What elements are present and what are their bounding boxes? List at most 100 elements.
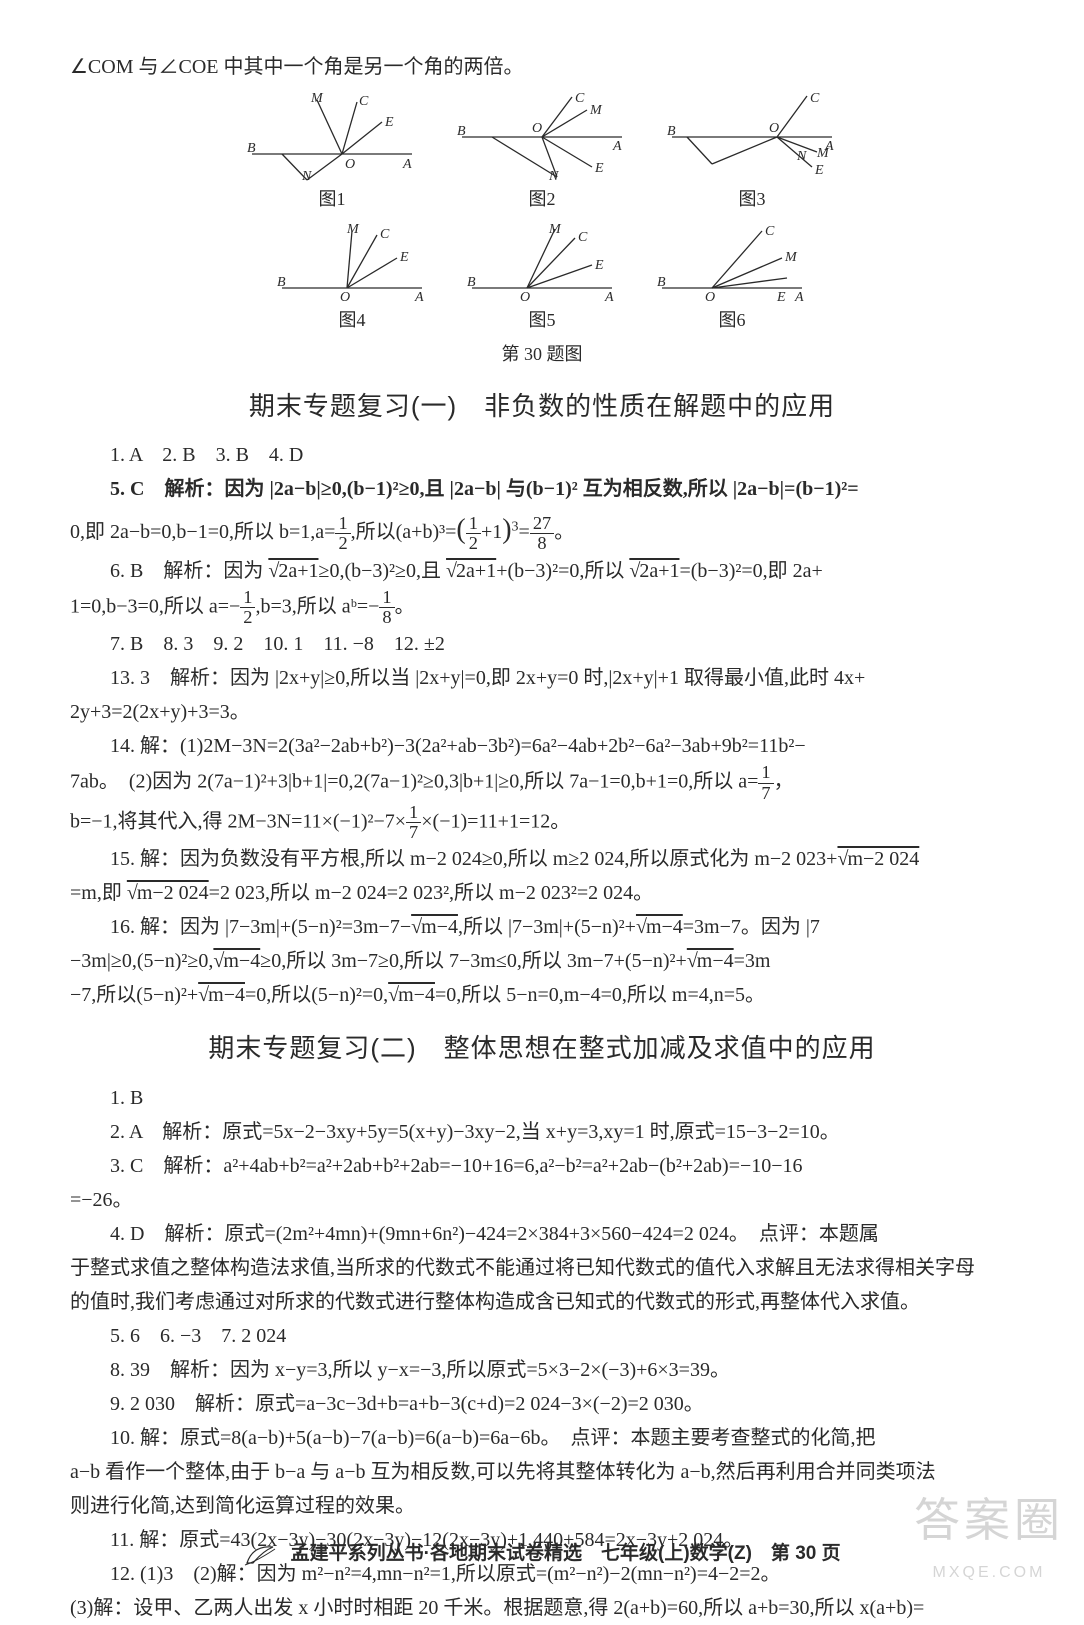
figure-6: CM BO EA 图6 <box>657 223 807 336</box>
s2-q12-b: (3)解：设甲、乙两人出发 x 小时时相距 20 千米。根据题意,得 2(a+b… <box>70 1591 1014 1625</box>
sqrt: m−4 <box>411 916 458 938</box>
svg-text:A: A <box>794 290 804 303</box>
figure-1: MC EB OA N 图1 <box>247 92 417 215</box>
s1-q13-b: 2y+3=2(2x+y)+3=3。 <box>70 695 1014 729</box>
s2-q10-b: a−b 看作一个整体,由于 b−a 与 a−b 互为相反数,可以先将其整体转化为… <box>70 1455 1014 1489</box>
txt: ×(−1)=11+1=12。 <box>421 810 570 832</box>
svg-text:B: B <box>467 275 476 290</box>
txt: =3m <box>734 950 771 972</box>
svg-text:M: M <box>548 223 562 237</box>
frac: 17 <box>758 763 773 803</box>
svg-text:C: C <box>765 224 775 239</box>
svg-text:E: E <box>594 161 604 176</box>
fig1-label: 图1 <box>247 184 417 215</box>
txt: b=−1,将其代入,得 2M−3N=11×(−1)²−7× <box>70 810 406 832</box>
txt: 7ab。 (2)因为 2(7a−1)²+3|b+1|=0,2(7a−1)²≥0,… <box>70 771 758 793</box>
svg-text:M: M <box>589 103 603 118</box>
txt: −7,所以(5−n)²+ <box>70 984 198 1006</box>
s2-q4-b: 于整式求值之整体构造法求值,当所求的代数式不能通过将已知代数式的值代入求解且无法… <box>70 1251 1014 1285</box>
svg-text:C: C <box>359 94 369 109</box>
s2-q5-7: 5. 6 6. −3 7. 2 024 <box>70 1319 1014 1353</box>
txt: ,所以(a+b)³= <box>351 521 457 543</box>
s1-q14-2: b=−1,将其代入,得 2M−3N=11×(−1)²−7×17×(−1)=11+… <box>70 803 1014 843</box>
svg-text:M: M <box>784 250 798 265</box>
svg-text:N: N <box>548 169 559 182</box>
txt: 1=0,b−3=0,所以 a=− <box>70 595 240 617</box>
watermark-small: MXQE.COM <box>914 1559 1064 1586</box>
s2-q2: 2. A 解析：原式=5x−2−3xy+5y=5(x+y)−3xy−2,当 x+… <box>70 1115 1014 1149</box>
svg-text:E: E <box>594 258 604 273</box>
frac: 12 <box>240 588 255 628</box>
svg-text:O: O <box>520 290 530 303</box>
txt: ≥0,所以 3m−7≥0,所以 7−3m≤0,所以 3m−7+(5−n)²+ <box>260 950 687 972</box>
sqrt: m−2 024 <box>127 882 209 904</box>
svg-text:B: B <box>277 275 286 290</box>
fig3-label: 图3 <box>667 184 837 215</box>
watermark: 答案圈 MXQE.COM <box>914 1481 1064 1586</box>
frac: 12 <box>466 514 481 554</box>
txt: −3m|≥0,(5−n)²≥0, <box>70 950 213 972</box>
txt: 。 <box>395 595 415 617</box>
sqrt: m−4 <box>636 916 683 938</box>
frac: 17 <box>406 803 421 843</box>
s1-q6-line1: 6. B 解析：因为 2a+1≥0,(b−3)²≥0,且 2a+1+(b−3)²… <box>70 554 1014 588</box>
sqrt: m−4 <box>213 950 260 972</box>
txt: ) <box>502 514 511 545</box>
s1-q14-1a: 14. 解：(1)2M−3N=2(3a²−2ab+b²)−3(2a²+ab−3b… <box>70 729 1014 763</box>
svg-text:C: C <box>575 92 585 106</box>
sqrt: m−4 <box>687 950 734 972</box>
sqrt: 2a+1 <box>629 560 679 582</box>
txt: +(b−3)²=0,所以 <box>496 560 629 582</box>
frac: 18 <box>379 588 394 628</box>
footer-leaf-icon <box>243 1541 279 1567</box>
svg-text:E: E <box>776 290 786 303</box>
svg-text:A: A <box>604 290 614 303</box>
txt: ,所以 |7−3m|+(5−n)²+ <box>458 916 636 938</box>
frac: 12 <box>335 514 350 554</box>
txt: ,b=3,所以 aᵇ=− <box>255 595 379 617</box>
watermark-big: 答案圈 <box>914 1481 1064 1559</box>
txt: =0,所以(5−n)²=0, <box>245 984 388 1006</box>
intro-text: ∠COM 与∠COE 中其中一个角是另一个角的两倍。 <box>70 50 1014 84</box>
s1-q16-c: −7,所以(5−n)²+m−4=0,所以(5−n)²=0,m−4=0,所以 5−… <box>70 978 1014 1012</box>
svg-text:M: M <box>346 223 360 237</box>
txt: 16. 解：因为 |7−3m|+(5−n)²=3m−7− <box>110 916 411 938</box>
svg-text:C: C <box>578 230 588 245</box>
svg-text:M: M <box>310 92 324 106</box>
figures-row-1: MC EB OA N 图1 CM BO AN E 图 <box>70 92 1014 215</box>
txt: =3m−7。因为 |7 <box>683 916 820 938</box>
figures-row-2: MC EB OA 图4 MC EB OA 图5 <box>70 223 1014 336</box>
txt: 6. B 解析：因为 <box>110 560 268 582</box>
svg-text:E: E <box>384 115 394 130</box>
s1-q15-a: 15. 解：因为负数没有平方根,所以 m−2 024≥0,所以 m≥2 024,… <box>70 842 1014 876</box>
txt: ， <box>774 771 794 793</box>
txt: =m,即 <box>70 882 127 904</box>
txt: ≥0,(b−3)²≥0,且 <box>318 560 446 582</box>
svg-text:E: E <box>399 250 409 265</box>
svg-text:A: A <box>612 139 622 154</box>
txt: = <box>519 521 530 543</box>
svg-text:B: B <box>457 124 466 139</box>
txt: 。 <box>554 521 574 543</box>
figure-2: CM BO AN E 图2 <box>457 92 627 215</box>
s1-q16-b: −3m|≥0,(5−n)²≥0,m−4≥0,所以 3m−7≥0,所以 7−3m≤… <box>70 944 1014 978</box>
svg-text:O: O <box>345 157 355 172</box>
txt: =2 023,所以 m−2 024=2 023²,所以 m−2 023²=2 0… <box>209 882 654 904</box>
txt: =(b−3)²=0,即 2a+ <box>679 560 822 582</box>
txt: 0,即 2a−b=0,b−1=0,所以 b=1,a= <box>70 521 335 543</box>
exp: 3 <box>512 519 519 534</box>
fig5-label: 图5 <box>467 305 617 336</box>
s2-q9: 9. 2 030 解析：原式=a−3c−3d+b=a+b−3(c+d)=2 02… <box>70 1387 1014 1421</box>
txt: ( <box>456 514 465 545</box>
s1-q7-12: 7. B 8. 3 9. 2 10. 1 11. −8 12. ±2 <box>70 627 1014 661</box>
s2-q3-a: 3. C 解析：a²+4ab+b²=a²+2ab+b²+2ab=−10+16=6… <box>70 1149 1014 1183</box>
figures-caption: 第 30 题图 <box>70 339 1014 370</box>
s1-q14-1b: 7ab。 (2)因为 2(7a−1)²+3|b+1|=0,2(7a−1)²≥0,… <box>70 763 1014 803</box>
txt: =0,所以 5−n=0,m−4=0,所以 m=4,n=5。 <box>435 984 765 1006</box>
svg-text:N: N <box>301 169 312 182</box>
s2-q4-a: 4. D 解析：原式=(2m²+4mn)+(9mn+6n²)−424=2×384… <box>70 1217 1014 1251</box>
s2-q1: 1. B <box>70 1081 1014 1115</box>
sqrt: m−4 <box>388 984 435 1006</box>
s1-q5-line2: 0,即 2a−b=0,b−1=0,所以 b=1,a=12,所以(a+b)³=(1… <box>70 506 1014 554</box>
txt: 15. 解：因为负数没有平方根,所以 m−2 024≥0,所以 m≥2 024,… <box>110 848 837 870</box>
